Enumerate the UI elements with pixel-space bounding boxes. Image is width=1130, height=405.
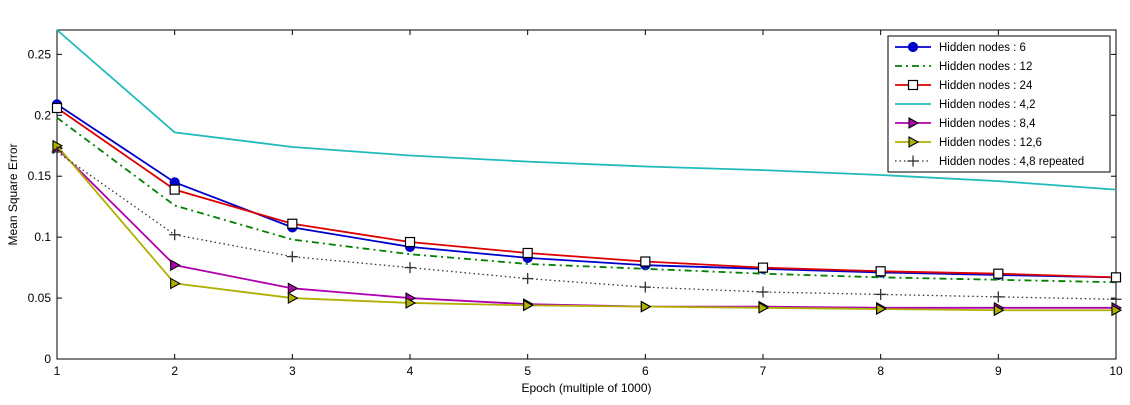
legend-entry-2: Hidden nodes : 12 <box>895 61 1032 73</box>
data-point-5 <box>522 273 534 285</box>
x-tick-label: 8 <box>877 364 884 378</box>
series-4 <box>56 29 1117 191</box>
data-point-2 <box>170 259 181 272</box>
data-point-8 <box>876 303 887 315</box>
data-point-1 <box>51 102 63 114</box>
data-point-legend <box>907 155 919 167</box>
x-tick-label: 6 <box>642 364 649 378</box>
legend-label: Hidden nodes : 12,6 <box>939 137 1042 149</box>
y-tick-label: 0.15 <box>28 169 52 183</box>
x-tick-label: 1 <box>54 364 61 378</box>
legend-label: Hidden nodes : 6 <box>939 42 1026 54</box>
legend-entry-3: Hidden nodes : 24 <box>895 79 1033 92</box>
data-point-3 <box>287 282 299 295</box>
series-7 <box>51 146 1122 305</box>
series-line-2 <box>56 117 1117 284</box>
data-point-6 <box>640 256 651 267</box>
series-2 <box>56 117 1117 284</box>
data-point-legend <box>907 41 919 53</box>
legend-entry-5: Hidden nodes : 8,4 <box>895 117 1036 130</box>
x-tick-label: 10 <box>1109 364 1123 378</box>
y-tick-label: 0.2 <box>34 108 51 122</box>
data-point-4 <box>404 262 416 274</box>
series-line-1 <box>56 103 1117 279</box>
x-tick-label: 3 <box>289 364 296 378</box>
series-line-7 <box>56 151 1117 300</box>
data-point-legend <box>907 79 919 91</box>
data-point-6 <box>640 300 652 313</box>
legend-entry-6: Hidden nodes : 12,6 <box>895 136 1042 149</box>
legend-label: Hidden nodes : 12 <box>939 61 1032 73</box>
series-group <box>51 29 1123 317</box>
legend-label: Hidden nodes : 4,2 <box>939 99 1036 111</box>
legend-label: Hidden nodes : 8,4 <box>939 118 1036 130</box>
x-axis-title: Epoch (multiple of 1000) <box>521 381 651 395</box>
y-tick-label: 0 <box>44 352 51 366</box>
data-point-9 <box>992 291 1004 303</box>
x-tick-label: 7 <box>760 364 767 378</box>
data-point-3 <box>287 218 298 229</box>
data-point-2 <box>169 229 181 241</box>
legend-entry-1: Hidden nodes : 6 <box>895 41 1026 54</box>
data-point-8 <box>875 288 887 300</box>
legend: Hidden nodes : 6 Hidden nodes : 12 Hidden … <box>887 35 1111 173</box>
data-point-10 <box>1111 304 1123 317</box>
x-tick-label: 4 <box>407 364 414 378</box>
data-point-10 <box>1110 293 1122 305</box>
y-tick-label: 0.25 <box>28 47 52 61</box>
data-point-6 <box>639 281 651 293</box>
data-point-1 <box>51 146 63 158</box>
x-tick-label: 9 <box>995 364 1002 378</box>
legend-entry-4: Hidden nodes : 4,2 <box>895 99 1036 111</box>
legend-label: Hidden nodes : 24 <box>939 80 1033 92</box>
data-point-3 <box>287 292 299 305</box>
axes: 1 2 3 4 5 6 7 8 9 10 0 0.05 0.1 0.15 0.2 0.25 <box>28 30 1123 378</box>
y-tick-label: 0.05 <box>28 291 52 305</box>
series-line-4 <box>56 29 1117 191</box>
data-point-7 <box>757 262 769 273</box>
data-point-8 <box>875 266 886 277</box>
data-point-legend <box>908 136 920 148</box>
data-point-2 <box>169 184 180 195</box>
data-point-9 <box>993 268 1004 279</box>
series-line-3 <box>56 107 1117 279</box>
data-point-4 <box>405 297 417 309</box>
series-3 <box>51 102 1122 283</box>
data-point-10 <box>1110 272 1122 283</box>
series-6 <box>52 139 1123 317</box>
data-point-3 <box>286 251 298 263</box>
data-point-7 <box>757 286 769 298</box>
data-point-4 <box>404 236 416 248</box>
series-line-6 <box>56 145 1116 312</box>
data-point-legend <box>908 117 920 129</box>
x-tick-label: 2 <box>171 364 178 378</box>
data-point-7 <box>758 301 770 314</box>
data-point-5 <box>522 247 533 259</box>
y-tick-label: 0.1 <box>34 230 51 244</box>
data-point-5 <box>523 299 534 312</box>
data-point-2 <box>170 277 181 290</box>
legend-entry-7: Hidden nodes : 4,8 repeated <box>895 155 1084 168</box>
y-axis-title: Mean Square Error <box>6 143 20 245</box>
x-tick-label: 5 <box>524 364 531 378</box>
data-point-9 <box>993 304 1005 317</box>
legend-label: Hidden nodes : 4,8 repeated <box>939 156 1084 168</box>
